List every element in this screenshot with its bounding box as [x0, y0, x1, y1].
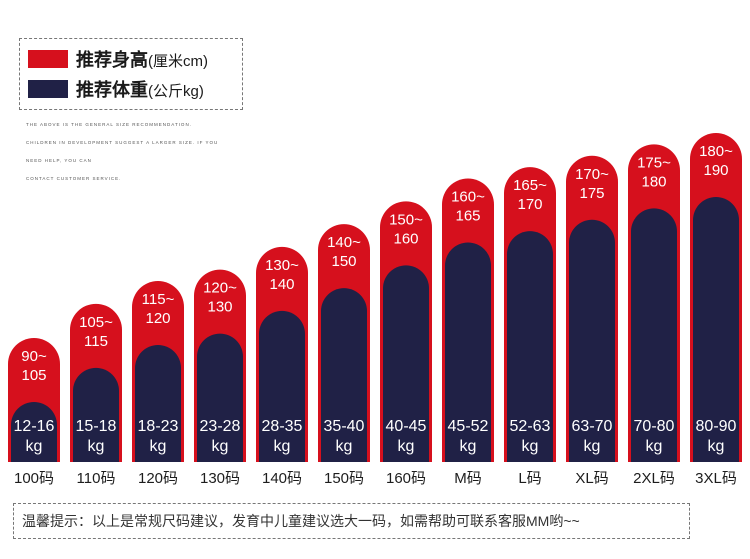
category-label: XL码	[575, 470, 608, 487]
legend-label-weight-main: 推荐体重	[76, 80, 148, 100]
weight-bar	[383, 265, 429, 462]
category-label: 120码	[138, 470, 178, 487]
height-label: 170	[517, 196, 542, 213]
weight-unit-label: kg	[460, 438, 477, 455]
height-label: 150~	[389, 211, 423, 228]
weight-bar	[631, 208, 677, 462]
category-label: 100码	[14, 470, 54, 487]
weight-unit-label: kg	[398, 438, 415, 455]
weight-label: 70-80	[634, 418, 675, 435]
height-label: 165	[455, 208, 480, 225]
weight-unit-label: kg	[88, 438, 105, 455]
legend-item-weight: 推荐体重(公斤kg)	[28, 76, 204, 102]
category-label: 3XL码	[695, 470, 737, 487]
legend: 推荐身高(厘米cm) 推荐体重(公斤kg)	[19, 38, 243, 110]
height-label: 165~	[513, 177, 547, 194]
legend-item-height: 推荐身高(厘米cm)	[28, 46, 208, 72]
height-label: 120~	[203, 280, 237, 297]
height-label: 175~	[637, 154, 671, 171]
height-label: 160	[393, 230, 418, 247]
height-label: 130	[207, 299, 232, 316]
weight-label: 28-35	[262, 418, 303, 435]
weight-unit-label: kg	[150, 438, 167, 455]
weight-bar	[569, 219, 615, 462]
weight-bar	[73, 367, 119, 462]
category-label: L码	[518, 470, 541, 487]
legend-label-weight: 推荐体重(公斤kg)	[76, 76, 204, 102]
weight-label: 63-70	[572, 418, 613, 435]
category-label: 110码	[77, 470, 116, 487]
height-label: 90~	[21, 348, 47, 365]
weight-unit-label: kg	[212, 438, 229, 455]
legend-label-height-unit: (厘米cm)	[148, 53, 208, 70]
height-label: 105~	[79, 314, 113, 331]
height-label: 140	[269, 276, 294, 293]
category-label: 140码	[262, 470, 302, 487]
weight-unit-label: kg	[708, 438, 725, 455]
legend-label-weight-unit: (公斤kg)	[148, 83, 204, 100]
category-label: 130码	[200, 470, 240, 487]
weight-unit-label: kg	[646, 438, 663, 455]
weight-label: 52-63	[510, 418, 551, 435]
height-label: 115	[84, 333, 108, 350]
weight-label: 40-45	[386, 418, 427, 435]
legend-swatch-weight	[28, 80, 68, 98]
height-label: 170~	[575, 166, 609, 183]
category-label: 2XL码	[633, 470, 675, 487]
weight-bar	[135, 345, 181, 462]
weight-unit-label: kg	[274, 438, 291, 455]
footer-tip: 温馨提示：以上是常规尺码建议，发育中儿童建议选大一码，如需帮助可联系客服MM哟~…	[13, 503, 690, 539]
category-label: 160码	[386, 470, 426, 487]
size-note-line: CONTACT CUSTOMER SERVICE.	[26, 176, 122, 181]
height-label: 115~	[142, 291, 175, 308]
size-note-line: CHILDREN IN DEVELOPMENT SUGGEST A LARGER…	[26, 140, 219, 145]
size-note-line: THE ABOVE IS THE GENERAL SIZE RECOMMENDA…	[26, 122, 192, 127]
category-label: 150码	[324, 470, 364, 487]
legend-label-height-main: 推荐身高	[76, 50, 148, 70]
weight-unit-label: kg	[522, 438, 539, 455]
weight-label: 12-16	[14, 418, 55, 435]
weight-bar	[197, 333, 244, 462]
footer-tip-text: 温馨提示：以上是常规尺码建议，发育中儿童建议选大一码，如需帮助可联系客服MM哟~…	[22, 513, 580, 529]
height-label: 140~	[327, 234, 361, 251]
height-label: 180	[641, 173, 666, 190]
weight-bar	[693, 197, 739, 462]
weight-label: 15-18	[76, 418, 117, 435]
weight-bar	[321, 288, 367, 462]
height-label: 175	[579, 185, 604, 202]
height-label: 160~	[451, 189, 485, 206]
weight-unit-label: kg	[26, 438, 43, 455]
height-label: 180~	[699, 143, 733, 160]
legend-swatch-height	[28, 50, 68, 68]
height-label: 105	[21, 367, 46, 384]
weight-unit-label: kg	[336, 438, 353, 455]
weight-bar	[259, 310, 305, 462]
weight-bar	[507, 231, 553, 462]
weight-bar	[445, 242, 491, 462]
weight-label: 45-52	[448, 418, 489, 435]
weight-label: 23-28	[200, 418, 241, 435]
weight-label: 35-40	[324, 418, 365, 435]
weight-label: 18-23	[138, 418, 179, 435]
weight-bar	[11, 402, 57, 462]
legend-label-height: 推荐身高(厘米cm)	[76, 46, 208, 72]
height-label: 150	[331, 253, 356, 270]
size-note: THE ABOVE IS THE GENERAL SIZE RECOMMENDA…	[26, 116, 266, 188]
category-label: M码	[454, 470, 482, 487]
height-label: 120	[145, 310, 170, 327]
size-note-line: NEED HELP, YOU CAN	[26, 158, 92, 163]
weight-unit-label: kg	[584, 438, 601, 455]
weight-label: 80-90	[696, 418, 737, 435]
height-label: 130~	[265, 257, 299, 274]
height-label: 190	[703, 162, 728, 179]
